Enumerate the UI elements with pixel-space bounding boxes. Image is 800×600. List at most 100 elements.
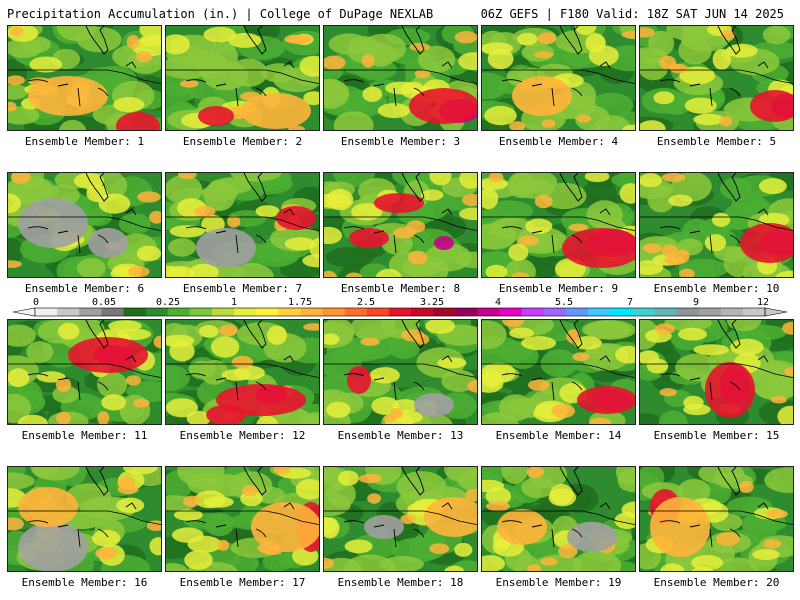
country-border xyxy=(482,216,635,232)
colorbar-swatch xyxy=(366,308,390,316)
ensemble-member-caption: Ensemble Member: 5 xyxy=(656,135,777,148)
ensemble-member-map xyxy=(323,172,478,278)
country-border xyxy=(482,69,635,85)
ensemble-member-map xyxy=(481,319,636,425)
ensemble-member-caption: Ensemble Member: 9 xyxy=(498,282,619,295)
precip-field xyxy=(8,173,161,277)
country-border xyxy=(166,510,319,526)
ensemble-member-caption: Ensemble Member: 17 xyxy=(179,576,306,589)
precip-field xyxy=(482,26,635,130)
colorbar-tick-label: 7 xyxy=(626,297,634,308)
ensemble-member-map xyxy=(639,172,794,278)
colorbar-tick-label: 0 xyxy=(32,297,40,308)
colorbar-swatch xyxy=(543,308,567,316)
colorbar-swatch xyxy=(322,308,346,316)
colorbar-swatch xyxy=(234,308,257,316)
colorbar-swatch xyxy=(101,308,124,316)
country-border xyxy=(640,363,793,379)
ensemble-member-map xyxy=(323,319,478,425)
country-border xyxy=(324,216,477,232)
ensemble-member-map xyxy=(7,319,162,425)
coastline xyxy=(27,26,137,107)
coastline xyxy=(501,173,611,254)
colorbar-tick-label: 1.75 xyxy=(287,297,313,308)
colorbar-swatch xyxy=(278,308,301,316)
ensemble-member-map xyxy=(165,319,320,425)
precip-field xyxy=(166,26,319,130)
coastline xyxy=(659,320,769,401)
colorbar-graphic xyxy=(12,307,788,317)
colorbar-tick-label: 0.05 xyxy=(91,297,117,308)
map-header: Precipitation Accumulation (in.) | Colle… xyxy=(0,0,800,24)
country-border xyxy=(166,69,319,85)
precip-field xyxy=(166,320,319,424)
ensemble-member-caption: Ensemble Member: 6 xyxy=(24,282,145,295)
colorbar-swatch xyxy=(499,308,523,316)
colorbar-swatch xyxy=(300,308,324,316)
country-border xyxy=(8,510,161,526)
colorbar-swatch xyxy=(433,308,456,316)
colorbar-swatch xyxy=(676,308,700,316)
colorbar-swatch xyxy=(189,308,213,316)
ensemble-member-caption: Ensemble Member: 1 xyxy=(24,135,145,148)
precip-field xyxy=(640,320,793,424)
ensemble-member-caption: Ensemble Member: 15 xyxy=(653,429,780,442)
colorbar-swatch xyxy=(477,308,501,316)
ensemble-member-caption: Ensemble Member: 7 xyxy=(182,282,303,295)
colorbar-tick-label: 3.25 xyxy=(419,297,445,308)
precip-field xyxy=(324,467,477,571)
colorbar-swatch xyxy=(57,308,80,316)
colorbar-swatch xyxy=(632,308,655,316)
colorbar-swatch xyxy=(588,308,611,316)
country-border xyxy=(640,69,793,85)
precip-field xyxy=(8,26,161,130)
ensemble-member-map xyxy=(165,25,320,131)
ensemble-member-map xyxy=(323,25,478,131)
country-border xyxy=(8,69,161,85)
precip-field xyxy=(482,467,635,571)
coastline xyxy=(185,467,295,548)
country-border xyxy=(166,216,319,232)
ensemble-member-map xyxy=(481,466,636,572)
precip-field xyxy=(482,173,635,277)
ensemble-member-caption: Ensemble Member: 11 xyxy=(21,429,148,442)
coastline xyxy=(659,467,769,548)
colorbar-swatch xyxy=(344,308,368,316)
ensemble-member-caption: Ensemble Member: 4 xyxy=(498,135,619,148)
coastline xyxy=(501,467,611,548)
coastline xyxy=(27,320,137,401)
country-border xyxy=(324,363,477,379)
ensemble-member-map xyxy=(481,172,636,278)
precip-field xyxy=(8,320,161,424)
coastline xyxy=(185,26,295,107)
ensemble-member-caption: Ensemble Member: 13 xyxy=(337,429,464,442)
colorbar-swatch xyxy=(79,308,102,316)
coastline xyxy=(343,173,453,254)
coastline xyxy=(343,467,453,548)
colorbar-swatch xyxy=(388,308,412,316)
ensemble-member-caption: Ensemble Member: 19 xyxy=(495,576,622,589)
colorbar-tick-label: 12 xyxy=(756,297,770,308)
ensemble-member-caption: Ensemble Member: 18 xyxy=(337,576,464,589)
country-border xyxy=(482,363,635,379)
colorbar-swatch xyxy=(610,308,633,316)
coastline xyxy=(27,467,137,548)
ensemble-member-caption: Ensemble Member: 10 xyxy=(653,282,780,295)
ensemble-member-caption: Ensemble Member: 2 xyxy=(182,135,303,148)
ensemble-member-map xyxy=(639,319,794,425)
ensemble-member-map xyxy=(323,466,478,572)
ensemble-member-map xyxy=(7,172,162,278)
country-border xyxy=(640,510,793,526)
country-border xyxy=(482,510,635,526)
ensemble-member-map xyxy=(481,25,636,131)
colorbar-swatch xyxy=(167,308,191,316)
precip-field xyxy=(482,320,635,424)
precip-field xyxy=(324,26,477,130)
coastline xyxy=(501,26,611,107)
precip-field xyxy=(640,173,793,277)
ensemble-member-caption: Ensemble Member: 14 xyxy=(495,429,622,442)
country-border xyxy=(8,363,161,379)
ensemble-member-map xyxy=(639,25,794,131)
ensemble-member-caption: Ensemble Member: 20 xyxy=(653,576,780,589)
